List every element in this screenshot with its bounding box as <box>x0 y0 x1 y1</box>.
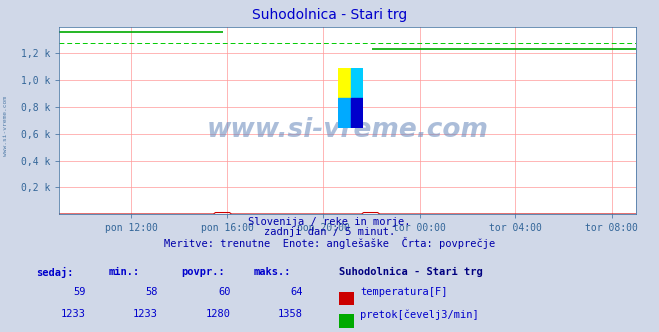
Text: min.:: min.: <box>109 267 140 277</box>
Text: pretok[čevelj3/min]: pretok[čevelj3/min] <box>360 309 479 320</box>
Text: 60: 60 <box>218 287 231 297</box>
Text: 1233: 1233 <box>61 309 86 319</box>
Text: Meritve: trenutne  Enote: anglešaške  Črta: povprečje: Meritve: trenutne Enote: anglešaške Črta… <box>164 237 495 249</box>
Text: 1233: 1233 <box>133 309 158 319</box>
Text: Suhodolnica - Stari trg: Suhodolnica - Stari trg <box>339 267 483 277</box>
Text: maks.:: maks.: <box>254 267 291 277</box>
Bar <box>351 98 363 128</box>
Text: www.si-vreme.com: www.si-vreme.com <box>207 117 488 143</box>
Text: 1358: 1358 <box>278 309 303 319</box>
Bar <box>338 98 351 128</box>
Text: 58: 58 <box>146 287 158 297</box>
Bar <box>338 68 351 98</box>
Text: 64: 64 <box>291 287 303 297</box>
Text: sedaj:: sedaj: <box>36 267 74 278</box>
Text: 59: 59 <box>73 287 86 297</box>
Bar <box>351 68 363 98</box>
Text: temperatura[F]: temperatura[F] <box>360 287 448 297</box>
Text: povpr.:: povpr.: <box>181 267 225 277</box>
Text: Suhodolnica - Stari trg: Suhodolnica - Stari trg <box>252 8 407 22</box>
Text: 1280: 1280 <box>206 309 231 319</box>
Text: Slovenija / reke in morje.: Slovenija / reke in morje. <box>248 217 411 227</box>
Text: zadnji dan / 5 minut.: zadnji dan / 5 minut. <box>264 227 395 237</box>
Text: www.si-vreme.com: www.si-vreme.com <box>3 96 8 156</box>
